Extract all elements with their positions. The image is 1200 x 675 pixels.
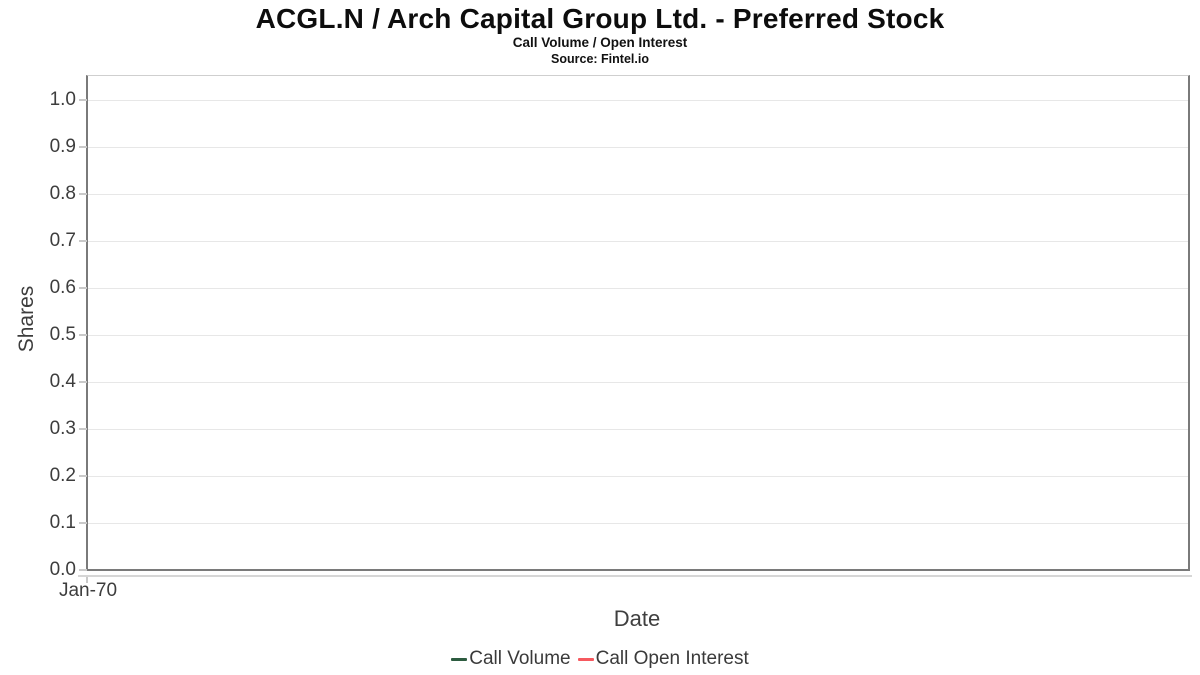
y-tick-mark: [79, 334, 87, 336]
gridline: [88, 382, 1188, 383]
legend-marker-icon: [451, 657, 468, 661]
y-tick-mark: [79, 522, 87, 524]
plot-area: [86, 75, 1190, 571]
y-tick-label: 0.3: [49, 418, 76, 439]
gridline: [88, 429, 1188, 430]
y-tick-label: 0.6: [49, 277, 76, 298]
y-tick-label: 0.1: [49, 512, 76, 533]
legend-label: Call Volume: [469, 648, 571, 669]
y-tick-mark: [79, 569, 87, 571]
y-tick-label: 0.0: [49, 559, 76, 580]
y-tick-label: 0.7: [49, 230, 76, 251]
gridline: [88, 147, 1188, 148]
gridline: [88, 241, 1188, 242]
y-axis-title: Shares: [15, 285, 38, 353]
y-tick-label: 0.5: [49, 324, 76, 345]
legend-label: Call Open Interest: [595, 648, 749, 669]
y-tick-mark: [79, 146, 87, 148]
gridline: [88, 100, 1188, 101]
gridline: [88, 288, 1188, 289]
y-tick-mark: [79, 287, 87, 289]
gridline: [88, 335, 1188, 336]
y-tick-mark: [79, 99, 87, 101]
chart-legend: Call Volume Call Open Interest: [0, 646, 1200, 672]
y-tick-label: 0.2: [49, 465, 76, 486]
chart-title: ACGL.N / Arch Capital Group Ltd. - Prefe…: [255, 3, 945, 34]
chart-source: Source: Fintel.io: [551, 52, 649, 66]
gridline: [88, 476, 1188, 477]
x-axis-line: [78, 575, 1192, 577]
y-tick-label: 1.0: [49, 89, 76, 110]
legend-item-call-volume[interactable]: Call Volume: [451, 647, 571, 671]
gridline: [88, 194, 1188, 195]
chart-subtitle: Call Volume / Open Interest: [512, 35, 688, 50]
x-tick-label: Jan-70: [58, 580, 118, 601]
y-tick-mark: [79, 381, 87, 383]
y-tick-label: 0.9: [49, 136, 76, 157]
x-tick-mark: [86, 577, 88, 583]
legend-item-call-open-interest[interactable]: Call Open Interest: [577, 647, 749, 671]
y-tick-mark: [79, 240, 87, 242]
x-axis-title: Date: [613, 606, 661, 631]
y-tick-label: 0.4: [49, 371, 76, 392]
y-tick-label: 0.8: [49, 183, 76, 204]
y-tick-mark: [79, 428, 87, 430]
legend-marker-icon: [577, 657, 594, 661]
gridline: [88, 523, 1188, 524]
y-tick-mark: [79, 475, 87, 477]
y-tick-mark: [79, 193, 87, 195]
